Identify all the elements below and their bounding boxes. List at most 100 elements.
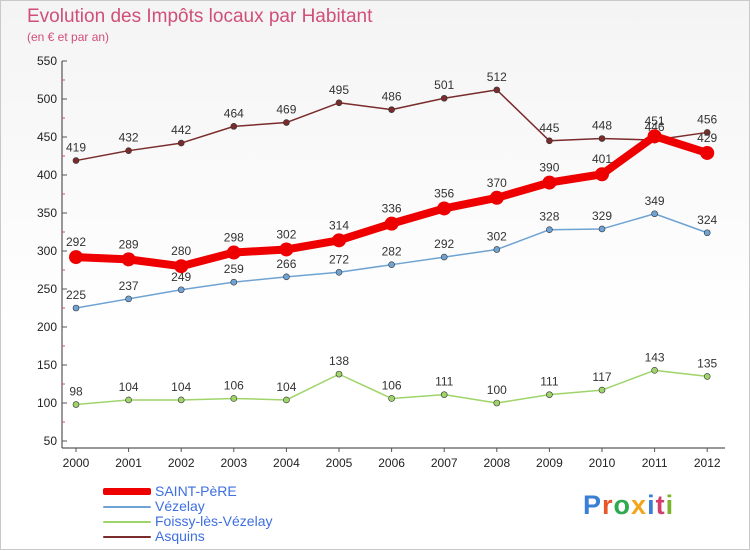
data-label: 486 [382,90,402,104]
y-tick-label: 400 [37,168,57,182]
data-point [72,304,80,312]
x-tick-label: 2002 [168,456,195,470]
data-label: 98 [69,385,83,399]
data-label: 512 [487,70,507,84]
data-label: 100 [487,383,507,397]
x-tick-label: 2011 [642,456,668,470]
data-label: 143 [645,350,665,364]
chart-legend: SAINT-PèRE Vézelay Foissy-lès-Vézelay Asqui… [103,484,363,544]
data-label: 501 [434,78,454,92]
data-label: 237 [119,279,139,293]
data-point [125,147,132,154]
data-label: 314 [329,218,349,232]
data-point [72,157,80,164]
data-point [493,246,501,253]
x-tick-label: 2001 [115,456,142,470]
data-label: 106 [382,378,402,392]
data-label: 266 [276,257,296,271]
legend-swatch [103,521,151,523]
data-label: 390 [539,161,559,175]
data-point [177,139,185,147]
chart-subtitle: (en € et par an) [27,30,110,44]
data-label: 259 [224,262,244,276]
data-label: 442 [171,123,191,137]
data-point [703,373,711,380]
data-point [121,252,136,267]
data-point [283,396,290,404]
data-point [440,94,448,102]
data-point [703,129,711,136]
data-point [335,99,343,107]
data-label: 289 [119,237,139,251]
x-tick-label: 2006 [378,456,405,470]
data-point [440,253,448,261]
data-point [647,129,662,144]
data-label: 356 [434,186,454,200]
legend-item: Asquins [103,529,363,544]
data-point [546,226,553,234]
data-label: 298 [224,231,244,245]
data-label: 138 [329,354,349,368]
legend-label: Asquins [155,528,205,544]
legend-swatch [103,536,151,538]
data-point [125,396,132,404]
data-label: 469 [276,103,296,117]
data-label: 445 [539,121,559,135]
y-tick-label: 200 [37,320,57,334]
data-point [283,273,290,281]
data-point [230,395,238,402]
data-point [72,401,80,408]
data-point [437,201,452,216]
x-tick-label: 2008 [483,456,510,470]
chart-title: Evolution des Impôts locaux par Habitant [27,6,373,27]
y-tick-label: 350 [37,206,57,220]
data-label: 451 [645,114,665,128]
data-point [335,268,343,276]
x-tick-label: 2000 [63,456,90,470]
data-label: 302 [276,227,296,241]
y-tick-label: 50 [44,434,58,448]
data-label: 419 [66,141,86,155]
data-point [489,190,504,205]
data-point [335,370,343,378]
data-label: 495 [329,83,349,97]
data-point [542,175,557,190]
data-label: 104 [171,380,191,394]
data-label: 280 [171,244,191,258]
data-point [388,261,395,268]
data-point [440,391,448,398]
y-tick-label: 150 [37,358,57,372]
data-label: 106 [224,378,244,392]
data-label: 324 [697,213,717,227]
data-point [69,250,83,265]
data-point [598,386,606,394]
data-point [384,216,399,231]
data-point [230,278,238,286]
data-label: 104 [276,380,296,394]
x-tick-label: 2010 [589,456,616,470]
data-label: 349 [645,194,665,208]
data-point [546,137,553,145]
x-tick-label: 2009 [536,456,563,470]
data-point [174,259,189,274]
x-tick-label: 2004 [273,456,300,470]
legend-item: SAINT-PèRE [103,484,363,499]
data-point [703,229,711,237]
data-label: 249 [171,270,191,284]
data-label: 272 [329,252,349,266]
data-label: 111 [540,375,559,389]
x-tick-label: 2005 [326,456,353,470]
data-point [226,245,241,260]
data-label: 111 [435,375,454,389]
data-point [388,395,395,402]
data-label: 302 [487,229,507,243]
data-point [598,135,606,142]
legend-swatch [103,488,151,495]
data-point [332,233,346,248]
y-tick-label: 550 [37,54,57,68]
data-label: 292 [434,237,454,251]
legend-swatch [103,506,151,508]
x-tick-label: 2003 [220,456,247,470]
